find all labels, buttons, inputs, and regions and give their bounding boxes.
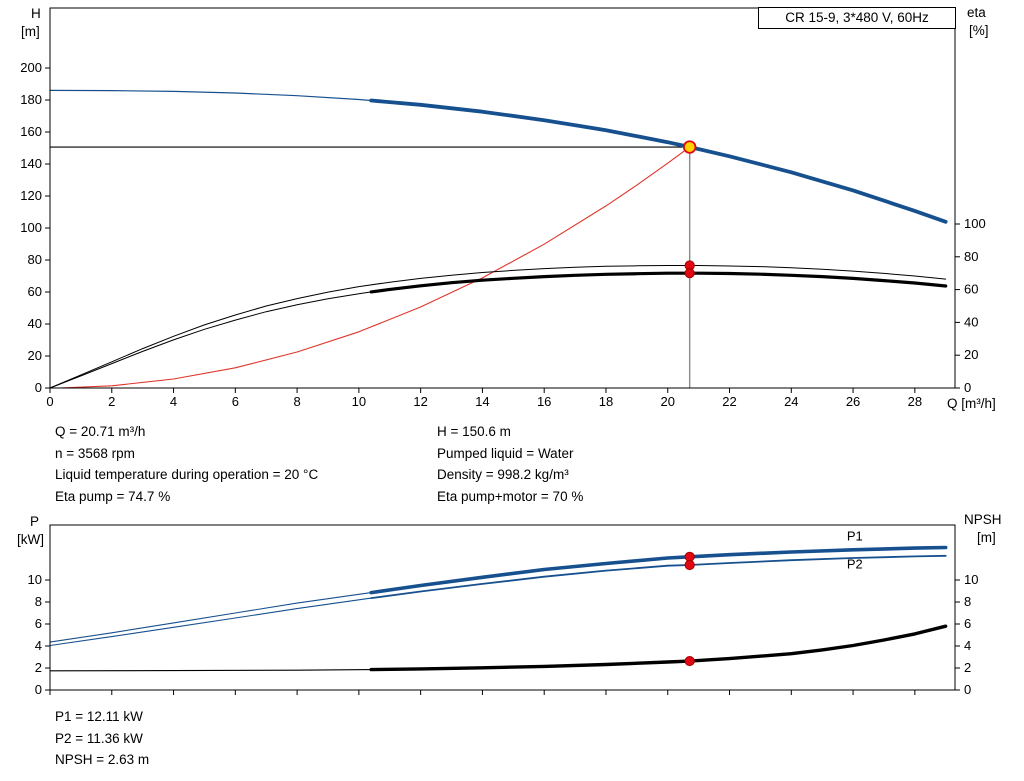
p-axis-label: P bbox=[30, 514, 40, 529]
y-left-tick-label: 160 bbox=[20, 124, 42, 139]
y-left-tick-label: 120 bbox=[20, 188, 42, 203]
y-left-tick-label: 80 bbox=[28, 252, 42, 267]
series-p2-ext bbox=[49, 597, 372, 647]
y-right-tick-label: 10 bbox=[964, 572, 978, 587]
y-left-tick-label: 4 bbox=[35, 638, 42, 653]
readout-temp: Liquid temperature during operation = 20… bbox=[55, 467, 319, 482]
series-system-curve bbox=[58, 146, 691, 389]
y-left-tick-label: 40 bbox=[28, 316, 42, 331]
x-tick-label: 0 bbox=[46, 394, 53, 409]
x-tick-label: 16 bbox=[537, 394, 551, 409]
curve-label-P2: P2 bbox=[847, 556, 863, 571]
h-axis-label: H bbox=[31, 6, 41, 21]
readout-p1: P1 = 12.11 kW bbox=[55, 709, 143, 724]
x-tick-label: 4 bbox=[170, 394, 177, 409]
readout-column-2: H = 150.6 m Pumped liquid = Water Densit… bbox=[437, 421, 583, 507]
readout-n: n = 3568 rpm bbox=[55, 445, 135, 461]
y-left-tick-label: 0 bbox=[35, 380, 42, 395]
y-left-tick-label: 140 bbox=[20, 156, 42, 171]
readout-density: Density = 998.2 kg/m³ bbox=[437, 467, 569, 482]
readout-h: H = 150.6 m bbox=[437, 424, 511, 439]
pump-title-box: CR 15-9, 3*480 V, 60Hz bbox=[758, 7, 956, 29]
duty-point-eta-motor bbox=[684, 268, 695, 279]
series-eta-pump-motor bbox=[369, 271, 948, 294]
p-axis-unit: [kW] bbox=[17, 532, 44, 547]
y-right-tick-label: 2 bbox=[964, 660, 971, 675]
x-tick-label: 28 bbox=[908, 394, 922, 409]
y-right-tick-label: 0 bbox=[964, 380, 971, 395]
readout-power-block: P1 = 12.11 kW P2 = 11.36 kW NPSH = 2.63 … bbox=[55, 706, 149, 771]
series-p2 bbox=[370, 554, 947, 599]
readout-eta-pump: Eta pump = 74.7 % bbox=[55, 488, 171, 504]
y-right-tick-label: 60 bbox=[964, 282, 978, 297]
x-tick-label: 10 bbox=[352, 394, 366, 409]
readout-liquid: Pumped liquid = Water bbox=[437, 445, 574, 461]
npsh-axis-label: NPSH bbox=[964, 512, 1002, 527]
readout-q: Q = 20.71 m³/h bbox=[55, 424, 146, 439]
readout-npsh: NPSH = 2.63 m bbox=[55, 752, 150, 767]
y-left-tick-label: 2 bbox=[35, 660, 42, 675]
y-left-tick-label: 6 bbox=[35, 616, 42, 631]
h-axis-unit: [m] bbox=[21, 24, 40, 39]
x-tick-label: 2 bbox=[108, 394, 115, 409]
duty-point-p2 bbox=[684, 559, 695, 571]
x-tick-label: 22 bbox=[722, 394, 736, 409]
curve-label-P1: P1 bbox=[847, 528, 863, 543]
duty-point-npsh bbox=[684, 655, 695, 667]
series-p1-ext bbox=[49, 592, 372, 643]
series-npsh bbox=[369, 624, 948, 672]
x-tick-label: 6 bbox=[232, 394, 239, 409]
y-left-tick-label: 180 bbox=[20, 92, 42, 107]
readout-p2: P2 = 11.36 kW bbox=[55, 730, 143, 746]
x-tick-label: 20 bbox=[661, 394, 675, 409]
series-p1 bbox=[369, 545, 948, 595]
y-right-tick-label: 100 bbox=[964, 216, 986, 231]
y-left-tick-label: 60 bbox=[28, 284, 42, 299]
series-eta-pump-motor-ext bbox=[49, 291, 372, 389]
y-right-tick-label: 20 bbox=[964, 347, 978, 362]
x-tick-label: 14 bbox=[475, 394, 489, 409]
eta-axis-unit: [%] bbox=[969, 23, 989, 38]
npsh-axis-unit: [m] bbox=[977, 530, 996, 545]
x-tick-label: 18 bbox=[599, 394, 613, 409]
y-left-tick-label: 200 bbox=[20, 60, 42, 75]
x-tick-label: 12 bbox=[413, 394, 427, 409]
eta-axis-label: eta bbox=[967, 5, 986, 20]
y-right-tick-label: 6 bbox=[964, 616, 971, 631]
y-left-tick-label: 20 bbox=[28, 348, 42, 363]
x-tick-label: 8 bbox=[293, 394, 300, 409]
x-tick-label: 24 bbox=[784, 394, 798, 409]
series-qh bbox=[369, 98, 948, 224]
y-right-tick-label: 8 bbox=[964, 594, 971, 609]
plot-border-1 bbox=[49, 7, 956, 389]
y-left-tick-label: 100 bbox=[20, 220, 42, 235]
y-right-tick-label: 80 bbox=[964, 249, 978, 264]
series-npsh-ext bbox=[49, 669, 372, 672]
y-right-tick-label: 40 bbox=[964, 314, 978, 329]
x-tick-label: 26 bbox=[846, 394, 860, 409]
series-qh-ext bbox=[49, 89, 372, 102]
y-right-tick-label: 0 bbox=[964, 682, 971, 697]
y-left-tick-label: 10 bbox=[28, 572, 42, 587]
y-left-tick-label: 8 bbox=[35, 594, 42, 609]
series-eta-pump bbox=[49, 265, 947, 389]
y-left-tick-label: 0 bbox=[35, 682, 42, 697]
plot-border-2 bbox=[49, 524, 956, 691]
q-axis-label: Q [m³/h] bbox=[947, 396, 996, 411]
y-right-tick-label: 4 bbox=[964, 638, 971, 653]
duty-point-qh[interactable] bbox=[682, 140, 697, 154]
readout-eta-pump-motor: Eta pump+motor = 70 % bbox=[437, 488, 584, 504]
readout-column-1: Q = 20.71 m³/h n = 3568 rpm Liquid tempe… bbox=[55, 421, 318, 507]
